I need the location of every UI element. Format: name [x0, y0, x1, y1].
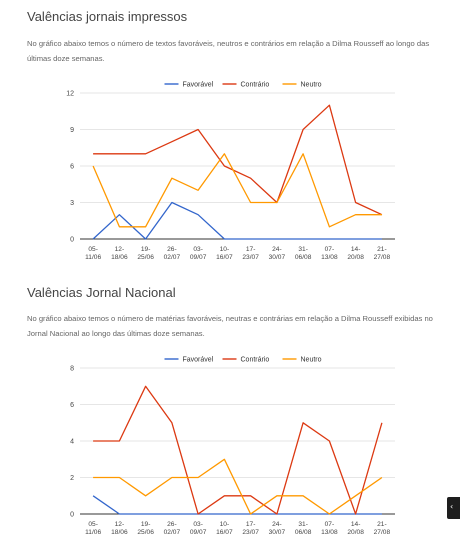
- x-tick-label: 24-30/07: [269, 521, 286, 536]
- x-tick-label: 10-16/07: [216, 246, 233, 261]
- x-tick-label: 14-20/08: [347, 246, 364, 261]
- section-title-1: Valências jornais impressos: [27, 9, 188, 24]
- x-tick-label: 17-23/07: [242, 521, 259, 536]
- legend-entry: Contrário: [241, 357, 270, 364]
- legend-entry: Favorável: [183, 82, 214, 89]
- legend-entry: Favorável: [183, 357, 214, 364]
- legend-entry: Contrário: [241, 82, 270, 89]
- legend-entry: Neutro: [301, 357, 322, 364]
- series-line-neutro: [92, 153, 382, 228]
- y-tick-label: 0: [70, 512, 74, 519]
- y-tick-label: 6: [70, 402, 74, 409]
- x-tick-label: 21-27/08: [374, 246, 391, 261]
- x-tick-label: 12-18/06: [111, 246, 128, 261]
- y-tick-label: 9: [70, 127, 74, 134]
- series-line-favorável: [92, 495, 382, 515]
- series-line-neutro: [93, 458, 383, 515]
- y-tick-label: 8: [70, 366, 74, 373]
- x-tick-label: 31-06/08: [295, 246, 312, 261]
- x-tick-label: 26-02/07: [164, 521, 181, 536]
- y-tick-label: 0: [70, 237, 74, 244]
- x-tick-label: 14-20/08: [347, 521, 364, 536]
- x-tick-label: 03-09/07: [190, 246, 207, 261]
- x-tick-label: 05-11/06: [85, 246, 101, 261]
- x-tick-label: 10-16/07: [216, 521, 233, 536]
- chart-2-svg: 0 2 4 6 8 05-11/06 12-18/06 19-25/06 26-02/07 03-…: [70, 357, 395, 536]
- x-tick-label: 05-11/06: [85, 521, 101, 536]
- section-description-1: No gráfico abaixo temos o número de text…: [27, 39, 430, 63]
- x-tick-label: 07-13/08: [321, 246, 338, 261]
- section-title-2: Valências Jornal Nacional: [27, 285, 176, 300]
- x-tick-label: 19-25/06: [137, 246, 154, 261]
- chevron-up-icon: ‹: [450, 502, 454, 511]
- y-tick-label: 4: [70, 439, 74, 446]
- x-tick-label: 21-27/08: [374, 521, 391, 536]
- floating-button[interactable]: ‹: [447, 497, 460, 519]
- x-tick-label: 26-02/07: [164, 246, 181, 261]
- chart-1-svg: 0 3 6 9 12 05-11/06 12-18/06 19-25/06 26-02/07 03…: [66, 82, 395, 261]
- x-tick-label: 03-09/07: [190, 521, 207, 536]
- series-line-contrário: [93, 104, 383, 216]
- series-line-favorável: [92, 201, 382, 240]
- y-tick-label: 12: [66, 91, 74, 98]
- x-tick-label: 17-23/07: [242, 246, 259, 261]
- chart-1: 0 3 6 9 12 05-11/06 12-18/06 19-25/06 26-02/07 03…: [60, 74, 405, 269]
- x-tick-label: 24-30/07: [269, 246, 286, 261]
- x-tick-label: 12-18/06: [111, 521, 128, 536]
- x-tick-label: 31-06/08: [295, 521, 312, 536]
- section-description-2: No gráfico abaixo temos o número de maté…: [27, 314, 433, 338]
- x-tick-label: 19-25/06: [137, 521, 154, 536]
- x-tick-label: 07-13/08: [321, 521, 338, 536]
- y-tick-label: 3: [70, 200, 74, 207]
- series-line-contrário: [93, 385, 383, 515]
- chart-2: 0 2 4 6 8 05-11/06 12-18/06 19-25/06 26-02/07 03-…: [60, 349, 405, 545]
- y-tick-label: 6: [70, 164, 74, 171]
- legend-entry: Neutro: [301, 82, 322, 89]
- y-tick-label: 2: [70, 475, 74, 482]
